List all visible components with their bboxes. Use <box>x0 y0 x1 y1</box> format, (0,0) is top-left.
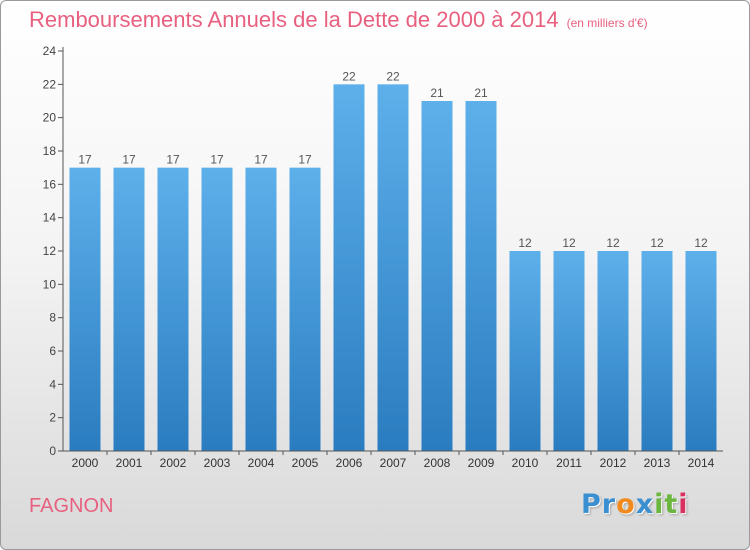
bar-2001 <box>113 167 145 451</box>
x-axis: 2000 2001 2002 2003 2004 2005 2006 2007 2008 2009… <box>63 450 723 470</box>
y-tick-label: 8 <box>49 311 56 325</box>
x-tick-label-2004: 2004 <box>248 456 275 470</box>
x-tick-label-2014: 2014 <box>688 456 715 470</box>
y-tick-label: 20 <box>43 111 57 125</box>
y-tick-label: 2 <box>49 411 56 425</box>
data-label-2002: 17 <box>166 153 180 167</box>
data-label-2007: 22 <box>386 69 400 83</box>
x-tick-label-2006: 2006 <box>336 456 363 470</box>
data-label-2009: 21 <box>474 86 488 100</box>
x-tick-label-2013: 2013 <box>644 456 671 470</box>
data-label-2006: 22 <box>342 69 356 83</box>
bar-2008 <box>421 101 453 451</box>
y-tick-label: 0 <box>49 444 56 458</box>
bars <box>69 84 717 451</box>
y-tick-label: 10 <box>43 277 57 291</box>
data-label-2014: 12 <box>694 236 708 250</box>
data-label-2010: 12 <box>518 236 532 250</box>
bar-2006 <box>333 84 365 451</box>
bar-2013 <box>641 251 673 451</box>
data-label-2003: 17 <box>210 153 224 167</box>
x-tick-label-2000: 2000 <box>72 456 99 470</box>
data-label-2013: 12 <box>650 236 664 250</box>
x-tick-label-2003: 2003 <box>204 456 231 470</box>
y-tick-label: 4 <box>49 377 56 391</box>
logo-letter: x <box>635 489 655 520</box>
bar-2009 <box>465 101 497 451</box>
bar-2011 <box>553 251 585 451</box>
bar-2003 <box>201 167 233 451</box>
y-tick-label: 24 <box>43 44 57 58</box>
bar-2002 <box>157 167 189 451</box>
x-tick-label-2008: 2008 <box>424 456 451 470</box>
y-tick-label: 18 <box>43 144 57 158</box>
data-labels: 17 17 17 17 17 17 22 22 21 21 12 12 12 12 12 <box>78 69 708 250</box>
data-label-2000: 17 <box>78 153 92 167</box>
chart-subtitle: (en milliers d'€) <box>566 16 648 30</box>
bar-2004 <box>245 167 277 451</box>
data-label-2011: 12 <box>562 236 576 250</box>
data-label-2005: 17 <box>298 153 312 167</box>
chart-title: Remboursements Annuels de la Dette de 20… <box>29 7 559 32</box>
logo-letter: P <box>581 489 602 520</box>
logo-letter: i <box>654 489 665 520</box>
proxiti-logo: Proxiti <box>581 489 689 520</box>
x-tick-label-2002: 2002 <box>160 456 187 470</box>
chart-title-block: Remboursements Annuels de la Dette de 20… <box>29 7 648 33</box>
y-tick-label: 6 <box>49 344 56 358</box>
logo-letter: r <box>601 489 617 520</box>
bar-2007 <box>377 84 409 451</box>
y-tick-label: 14 <box>43 211 57 225</box>
x-tick-label-2010: 2010 <box>512 456 539 470</box>
x-tick-label-2009: 2009 <box>468 456 495 470</box>
x-tick-label-2005: 2005 <box>292 456 319 470</box>
bar-2012 <box>597 251 629 451</box>
bar-2010 <box>509 251 541 451</box>
y-tick-label: 16 <box>43 177 57 191</box>
x-tick-label-2011: 2011 <box>556 456 582 470</box>
x-tick-label-2007: 2007 <box>380 456 407 470</box>
data-label-2008: 21 <box>430 86 444 100</box>
x-tick-label-2012: 2012 <box>600 456 627 470</box>
x-tick-label-2001: 2001 <box>116 456 143 470</box>
data-label-2004: 17 <box>254 153 268 167</box>
bar-2005 <box>289 167 321 451</box>
y-tick-label: 12 <box>43 244 57 258</box>
data-label-2001: 17 <box>122 153 136 167</box>
bar-2000 <box>69 167 101 451</box>
bar-2014 <box>685 251 717 451</box>
logo-letter: o <box>616 489 636 520</box>
logo-letter: i <box>678 489 689 520</box>
logo-letter: t <box>664 489 679 520</box>
commune-name: FAGNON <box>29 495 114 517</box>
y-tick-label: 22 <box>43 77 57 91</box>
data-label-2012: 12 <box>606 236 620 250</box>
